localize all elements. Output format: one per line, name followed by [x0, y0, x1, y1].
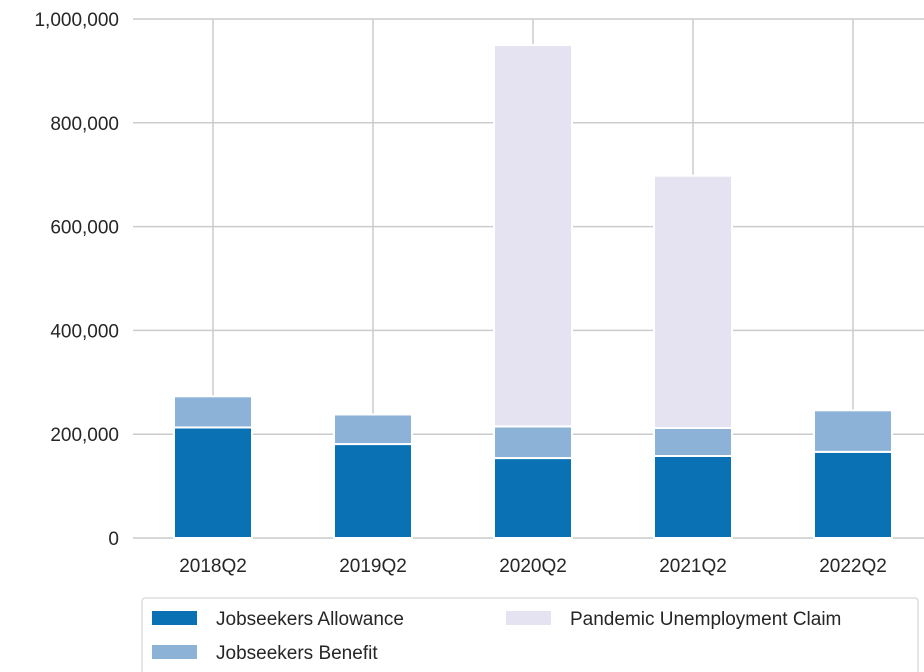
bar-segment-jobseekers-allowance	[493, 457, 573, 540]
bar-segment-jobseekers-benefit	[493, 425, 573, 460]
y-tick-label: 400,000	[50, 321, 119, 342]
x-tick-label: 2022Q2	[819, 556, 887, 577]
x-tick-label: 2019Q2	[339, 556, 407, 577]
x-tick-label: 2020Q2	[499, 556, 567, 577]
legend: Jobseekers Allowance Jobseekers Benefit Pa…	[141, 597, 919, 672]
y-tick-label: 200,000	[50, 425, 119, 446]
y-tick-label: 0	[108, 529, 119, 550]
bar-segment-jobseekers-benefit	[813, 409, 893, 453]
x-axis: 2018Q2 2019Q2 2020Q2 2021Q2 2022Q2	[179, 556, 887, 577]
legend-swatch	[152, 611, 197, 625]
legend-label: Jobseekers Benefit	[216, 643, 378, 664]
legend-label: Jobseekers Allowance	[216, 609, 404, 630]
y-tick-label: 600,000	[50, 218, 119, 239]
bar-segment-jobseekers-benefit	[333, 413, 413, 446]
bar-segment-jobseekers-allowance	[813, 450, 893, 540]
x-tick-label: 2021Q2	[659, 556, 727, 577]
legend-frame	[141, 597, 919, 672]
legend-label: Pandemic Unemployment Claim	[570, 609, 841, 630]
bar-segment-jobseekers-allowance	[333, 443, 413, 540]
y-tick-label: 800,000	[50, 114, 119, 135]
legend-swatch	[506, 611, 551, 625]
bar-segment-jobseekers-benefit	[173, 395, 253, 429]
bar-segment-pandemic-unemployment-claim	[653, 174, 733, 429]
bar-segment-pandemic-unemployment-claim	[493, 43, 573, 428]
x-tick-label: 2018Q2	[179, 556, 247, 577]
legend-swatch	[152, 645, 197, 659]
bar-segment-jobseekers-allowance	[653, 454, 733, 539]
bar-segment-jobseekers-allowance	[173, 426, 253, 539]
bars	[173, 43, 893, 540]
y-axis: 0 200,000 400,000 600,000 800,000 1,000,000	[34, 10, 119, 550]
bar-segment-jobseekers-benefit	[653, 426, 733, 457]
y-tick-label: 1,000,000	[34, 10, 119, 31]
